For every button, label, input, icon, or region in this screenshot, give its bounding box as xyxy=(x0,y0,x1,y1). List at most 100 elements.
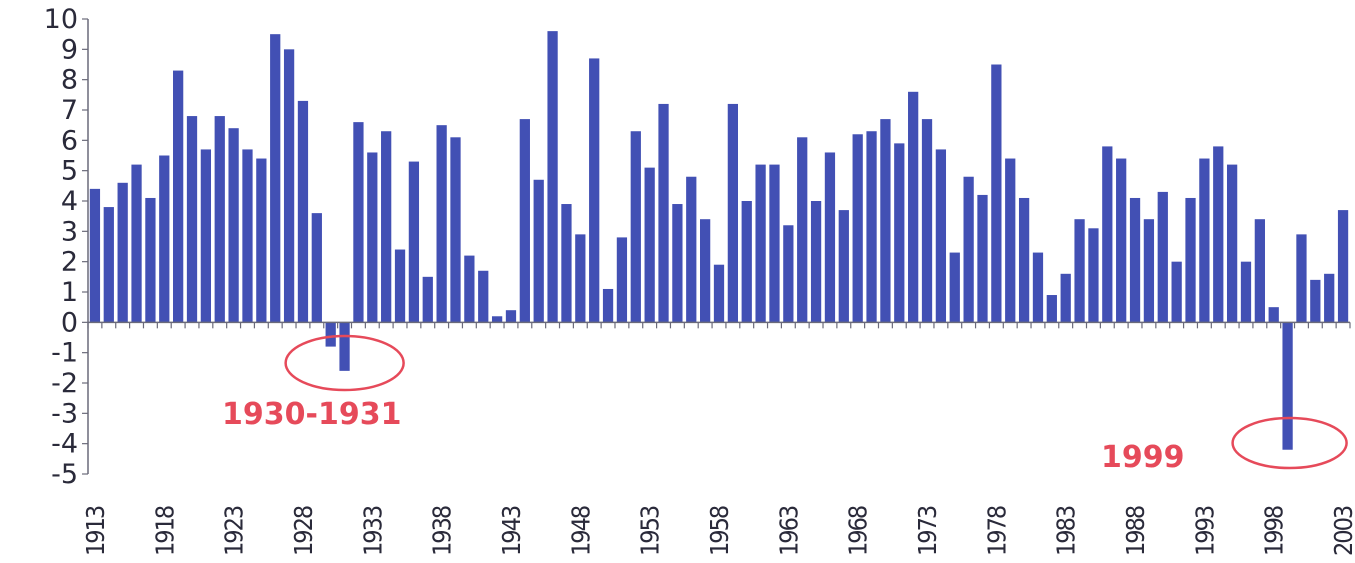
highlight-ring-1930-1931 xyxy=(284,334,405,392)
y-tick-label: -5 xyxy=(51,459,78,490)
bar-1952 xyxy=(630,131,641,323)
y-tick-label: 6 xyxy=(61,125,78,156)
bar-1916 xyxy=(131,164,142,323)
bar-1945 xyxy=(533,179,544,323)
bar-1985 xyxy=(1088,228,1099,323)
bar-1925 xyxy=(256,158,267,323)
bar-1986 xyxy=(1102,146,1113,323)
bar-1970 xyxy=(880,119,891,323)
bar-1919 xyxy=(173,70,184,323)
bar-1930 xyxy=(325,322,336,347)
y-tick-label: 10 xyxy=(44,4,78,35)
bar-1950 xyxy=(602,288,614,323)
bar-1996 xyxy=(1240,261,1252,323)
bar-1934 xyxy=(381,131,392,323)
bar-1928 xyxy=(297,100,309,323)
x-tick-label: 1978 xyxy=(982,506,1011,556)
y-tick-label: 4 xyxy=(61,186,78,217)
bar-1953 xyxy=(644,167,655,323)
x-tick-label: 1963 xyxy=(774,506,803,556)
bar-1940 xyxy=(464,255,475,323)
x-tick-labels: 1913 1918 1923 1928 1933 1938 1943 1948 1953 1958… xyxy=(81,506,1355,556)
bar-1955 xyxy=(672,204,683,323)
bar-1997 xyxy=(1254,219,1265,323)
bar-1984 xyxy=(1074,219,1085,323)
bar-1965 xyxy=(810,201,822,323)
bar-1942 xyxy=(491,316,503,323)
bar-1976 xyxy=(963,176,974,323)
bar-1983 xyxy=(1060,273,1071,323)
bar-1990 xyxy=(1157,191,1168,323)
bar-1991 xyxy=(1171,261,1182,323)
bar-1933 xyxy=(367,152,378,323)
bar-1964 xyxy=(797,137,808,323)
y-tick-label: 5 xyxy=(61,156,78,187)
bar-1938 xyxy=(436,125,447,323)
bar-1914 xyxy=(103,207,114,323)
bar-1926 xyxy=(270,34,281,323)
bar-1961 xyxy=(755,164,766,323)
bar-1917 xyxy=(145,197,156,323)
bar-1944 xyxy=(519,119,530,323)
bar-1936 xyxy=(408,161,420,323)
x-tick-label: 1918 xyxy=(150,506,179,556)
bar-1992 xyxy=(1185,197,1196,323)
bar-1927 xyxy=(283,49,295,323)
bar-1966 xyxy=(824,152,836,323)
bar-1989 xyxy=(1143,219,1155,323)
bar-1947 xyxy=(561,204,572,323)
x-tick-label: 1953 xyxy=(636,506,665,556)
bar-1929 xyxy=(311,213,322,323)
bar-1967 xyxy=(838,210,849,323)
bar-1941 xyxy=(478,270,489,323)
y-tick-label: 1 xyxy=(61,277,78,308)
bar-2000 xyxy=(1296,234,1307,323)
annotation-1999: 1999 xyxy=(1101,440,1185,475)
highlight-ring-1999 xyxy=(1231,416,1348,470)
bar-1951 xyxy=(616,237,628,323)
x-tick-label: 1968 xyxy=(844,506,873,556)
bar-1969 xyxy=(866,131,877,323)
y-tick-label: 7 xyxy=(61,95,78,126)
x-tick-label: 1943 xyxy=(497,506,526,556)
x-tick-label: 1998 xyxy=(1260,506,1289,556)
bar-1973 xyxy=(921,119,933,323)
y-tick-label: 2 xyxy=(61,247,78,278)
bar-1960 xyxy=(741,201,752,323)
x-tick-label: 1938 xyxy=(428,506,457,556)
bar-1963 xyxy=(783,225,794,323)
bars xyxy=(89,31,1349,450)
bar-1977 xyxy=(977,194,988,323)
bar-1974 xyxy=(935,149,947,323)
x-tick-label: 1933 xyxy=(358,506,387,556)
bar-2001 xyxy=(1310,279,1321,323)
x-tick-label: 1948 xyxy=(566,506,595,556)
bar-1932 xyxy=(353,122,364,323)
y-tick-label: 0 xyxy=(61,307,78,338)
bar-1988 xyxy=(1129,197,1141,323)
bar-1922 xyxy=(214,116,225,323)
bar-1923 xyxy=(228,128,239,323)
bar-1935 xyxy=(394,249,406,323)
x-axis xyxy=(87,321,1351,329)
bar-1981 xyxy=(1032,252,1044,323)
bar-1948 xyxy=(575,234,586,323)
x-tick-label: 2003 xyxy=(1329,506,1355,556)
y-tick-label: -4 xyxy=(51,429,78,460)
y-tick-label: -3 xyxy=(51,398,78,429)
bar-1979 xyxy=(1005,158,1016,323)
bar-1993 xyxy=(1199,158,1210,323)
x-tick-label: 1928 xyxy=(289,506,318,556)
y-tick-label: -1 xyxy=(51,338,78,369)
bar-1959 xyxy=(727,103,738,323)
x-tick-label: 1983 xyxy=(1052,506,1081,556)
bar-1946 xyxy=(547,31,558,323)
bar-1995 xyxy=(1226,164,1238,323)
bar-1980 xyxy=(1018,197,1030,323)
annotations: 1930-1931 1999 xyxy=(222,334,1348,475)
x-tick-label: 1993 xyxy=(1190,506,1219,556)
y-tick-label: 3 xyxy=(61,216,78,247)
bar-1998 xyxy=(1268,307,1279,323)
bar-1931 xyxy=(339,322,350,371)
